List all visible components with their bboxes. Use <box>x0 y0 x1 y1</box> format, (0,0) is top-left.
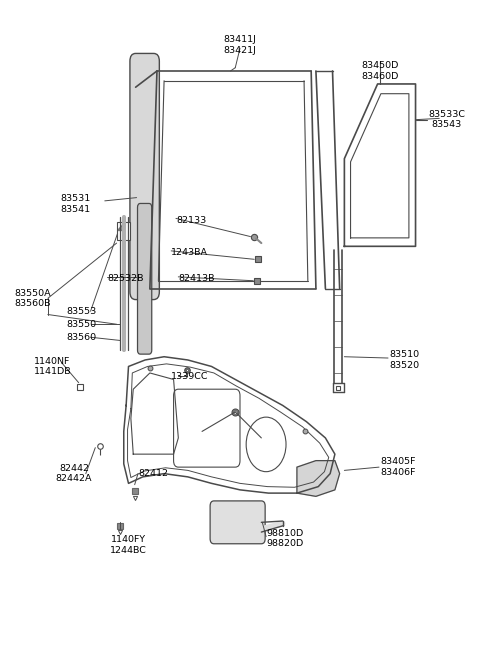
Text: 83553: 83553 <box>67 307 97 316</box>
Text: 83405F
83406F: 83405F 83406F <box>380 457 416 477</box>
FancyBboxPatch shape <box>174 389 240 467</box>
Text: 82412: 82412 <box>138 469 168 478</box>
Text: 83533C
83543: 83533C 83543 <box>428 110 465 130</box>
Text: 83560: 83560 <box>67 333 97 342</box>
FancyBboxPatch shape <box>130 54 159 299</box>
Bar <box>117 221 130 240</box>
Text: 1243BA: 1243BA <box>171 248 208 257</box>
Text: 82532B: 82532B <box>107 274 144 284</box>
Text: 98810D
98820D: 98810D 98820D <box>266 529 303 548</box>
Text: 83550: 83550 <box>67 320 97 329</box>
Text: 82442
82442A: 82442 82442A <box>56 464 92 483</box>
FancyBboxPatch shape <box>210 501 265 544</box>
Text: 82413B: 82413B <box>179 274 215 284</box>
Polygon shape <box>117 221 124 230</box>
Text: 1140NF
1141DB: 1140NF 1141DB <box>34 357 71 376</box>
Text: 83411J
83421J: 83411J 83421J <box>224 35 256 54</box>
Text: 83550A
83560B: 83550A 83560B <box>14 289 51 308</box>
Text: 82133: 82133 <box>176 216 206 225</box>
Text: 1140FY
1244BC: 1140FY 1244BC <box>110 535 147 555</box>
Polygon shape <box>297 460 340 496</box>
Text: 83531
83541: 83531 83541 <box>60 195 91 214</box>
Text: 83450D
83460D: 83450D 83460D <box>361 62 399 81</box>
Text: 83510
83520: 83510 83520 <box>389 350 420 369</box>
Text: 1339CC: 1339CC <box>171 371 209 381</box>
FancyBboxPatch shape <box>137 204 152 354</box>
